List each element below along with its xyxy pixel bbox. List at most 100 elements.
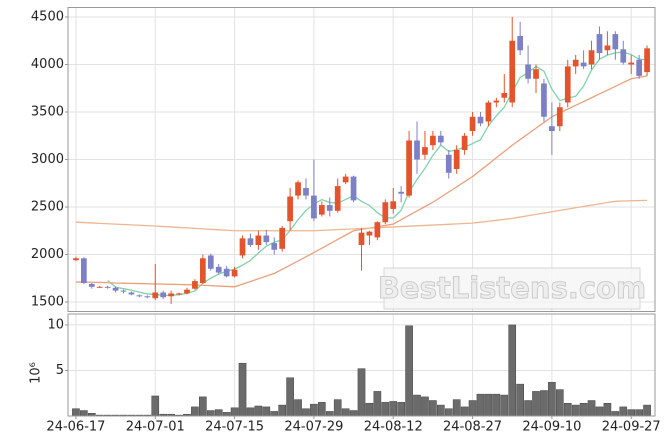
candle-body xyxy=(541,83,547,117)
volume-bar xyxy=(278,404,286,417)
volume-bar xyxy=(429,400,437,417)
candle-body xyxy=(445,154,452,173)
candle-body xyxy=(112,287,119,291)
candle-body xyxy=(382,202,389,223)
y-tick-label: 10 xyxy=(47,317,64,332)
candle-body xyxy=(604,45,611,51)
volume-bar xyxy=(603,403,612,417)
volume-bar xyxy=(413,394,421,417)
candle-body xyxy=(311,195,317,219)
volume-bar xyxy=(214,409,223,417)
volume-bar xyxy=(452,399,461,417)
candle-body xyxy=(493,100,500,103)
volume-bar xyxy=(286,377,294,417)
candle-body xyxy=(88,283,95,287)
candle-body xyxy=(223,268,230,277)
x-tick-label: 24-07-01 xyxy=(126,420,185,435)
x-tick-label: 24-07-15 xyxy=(205,420,264,435)
volume-bar xyxy=(484,393,493,417)
candle-body xyxy=(350,176,357,201)
candle-body xyxy=(517,36,524,51)
candle-body xyxy=(509,40,516,103)
candle-body xyxy=(279,227,286,249)
candle-body xyxy=(469,116,476,131)
volume-bar xyxy=(540,390,548,417)
volume-bar xyxy=(349,410,358,417)
candle-body xyxy=(128,292,135,295)
volume-bar xyxy=(318,402,326,417)
y-tick-label: 3000 xyxy=(31,152,64,167)
volume-bar xyxy=(532,391,540,417)
volume-bar xyxy=(643,404,651,417)
volume-bar xyxy=(333,399,342,417)
volume-bar xyxy=(72,408,80,417)
candle-body xyxy=(334,186,341,211)
volume-bar xyxy=(563,403,572,417)
x-tick-label: 24-09-10 xyxy=(522,420,581,435)
candle-body xyxy=(136,295,143,297)
volume-bar xyxy=(587,400,596,417)
candle-body xyxy=(168,293,174,297)
candle-body xyxy=(152,292,159,299)
candle-body xyxy=(239,238,246,256)
volume-bar xyxy=(206,410,215,417)
candle-body xyxy=(588,50,595,65)
volume-bar xyxy=(191,406,199,417)
candle-body xyxy=(287,196,293,222)
volume-bar xyxy=(421,396,429,417)
volume-bar xyxy=(579,403,588,417)
volume-bar xyxy=(294,399,302,417)
x-tick-label: 24-08-12 xyxy=(364,420,423,435)
candle-body xyxy=(303,188,309,196)
y-tick-label: 5 xyxy=(56,363,64,378)
volume-bar xyxy=(238,362,247,417)
candle-body xyxy=(255,235,262,245)
candle-body xyxy=(477,116,484,124)
panel-frame xyxy=(67,313,656,417)
volume-bar xyxy=(508,324,517,417)
candle-body xyxy=(437,135,444,143)
candle-body xyxy=(104,286,111,288)
volume-bar xyxy=(80,410,88,417)
candle-body xyxy=(485,102,492,122)
volume-bar xyxy=(619,406,628,417)
candle-body xyxy=(398,191,405,194)
y-tick-label: 3500 xyxy=(31,105,64,120)
volume-bar xyxy=(492,393,501,417)
candle-body xyxy=(374,222,381,238)
volume-bar xyxy=(254,405,263,417)
candle-body xyxy=(390,201,397,209)
volume-bar xyxy=(460,406,469,417)
volume-bar xyxy=(571,404,580,417)
volume-bar xyxy=(405,325,413,417)
y-tick-label: 1500 xyxy=(31,295,64,310)
y-axis-label: 10⁶ xyxy=(29,362,44,384)
volume-bar xyxy=(397,402,405,417)
candle-body xyxy=(342,176,349,183)
candle-body xyxy=(596,34,603,54)
candle-body xyxy=(366,231,373,236)
candle-body xyxy=(453,150,460,169)
panel-frame xyxy=(67,7,656,312)
candle-body xyxy=(414,140,420,160)
candle-body xyxy=(215,266,222,273)
volume-bar xyxy=(635,409,643,417)
candle-body xyxy=(263,235,270,243)
candle-body xyxy=(572,59,579,67)
volume-bar xyxy=(468,400,477,417)
volume-bar xyxy=(310,403,318,417)
y-tick-label: 2500 xyxy=(31,200,64,215)
x-tick-label: 24-06-17 xyxy=(46,420,105,435)
watermark: BestListens.com xyxy=(378,271,646,305)
volume-bar xyxy=(365,403,374,417)
candle-body xyxy=(247,238,254,245)
volume-bar xyxy=(246,407,255,417)
volume-bar xyxy=(199,396,207,417)
y-tick-label: 4000 xyxy=(31,57,64,72)
candle-body xyxy=(620,49,627,63)
volume-bar xyxy=(524,400,532,417)
candle-body xyxy=(81,258,87,283)
moving-average-line xyxy=(75,199,648,232)
candle-body xyxy=(628,62,635,65)
